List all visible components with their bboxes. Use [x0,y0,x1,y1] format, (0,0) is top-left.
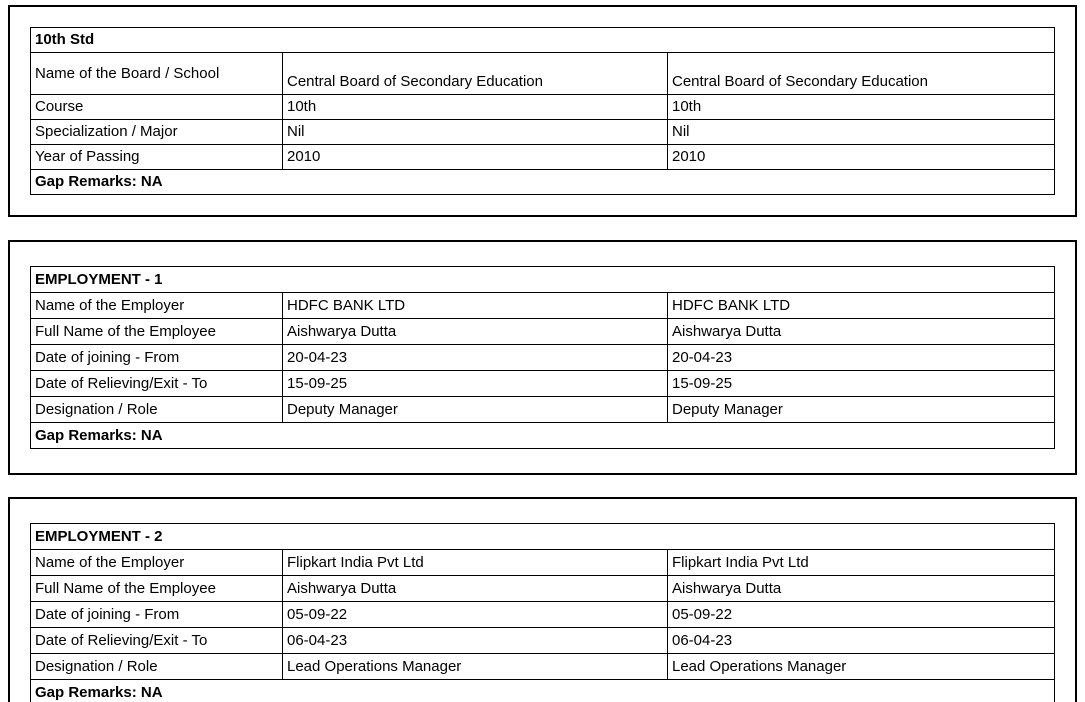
field-value: Aishwarya Dutta [666,318,1056,345]
table-row: Name of the Board / School Central Board… [30,52,1056,95]
gap-remarks: Gap Remarks: NA [29,679,1056,702]
field-value: 20-04-23 [666,344,1056,371]
table-header-row: EMPLOYMENT - 2 [29,523,1056,550]
field-value: Flipkart India Pvt Ltd [666,549,1056,576]
table-row: Date of joining - From 05-09-22 05-09-22 [30,601,1056,628]
table-row: Specialization / Major Nil Nil [30,119,1056,145]
table-row: Full Name of the Employee Aishwarya Dutt… [30,318,1056,345]
field-value: 05-09-22 [282,601,668,628]
field-value: 15-09-25 [282,370,668,397]
field-value: HDFC BANK LTD [666,292,1056,319]
field-value: 15-09-25 [666,370,1056,397]
gap-remarks: Gap Remarks: NA [29,169,1056,195]
field-value: Lead Operations Manager [666,653,1056,680]
employment-1-table: EMPLOYMENT - 1 Name of the Employer HDFC… [29,266,1056,449]
field-value: 10th [666,94,1056,120]
field-label: Full Name of the Employee [30,318,283,345]
section-title: EMPLOYMENT - 1 [29,266,1056,293]
field-value: Central Board of Secondary Education [666,52,1056,95]
table-row: Name of the Employer HDFC BANK LTD HDFC … [30,292,1056,319]
table-footer-row: Gap Remarks: NA [29,679,1056,702]
field-value: Aishwarya Dutta [282,318,668,345]
field-label: Name of the Employer [30,549,283,576]
field-value: 10th [282,94,668,120]
field-value: Aishwarya Dutta [282,575,668,602]
field-value: 2010 [282,144,668,170]
field-label: Date of Relieving/Exit - To [30,627,283,654]
table-row: Designation / Role Lead Operations Manag… [30,653,1056,680]
section-title: EMPLOYMENT - 2 [29,523,1056,550]
field-value: 06-04-23 [282,627,668,654]
field-label: Name of the Board / School [30,52,283,95]
field-label: Date of Relieving/Exit - To [30,370,283,397]
table-row: Name of the Employer Flipkart India Pvt … [30,549,1056,576]
section-employment-2: EMPLOYMENT - 2 Name of the Employer Flip… [8,497,1077,702]
table-row: Date of Relieving/Exit - To 06-04-23 06-… [30,627,1056,654]
education-table: 10th Std Name of the Board / School Cent… [29,27,1056,195]
field-value: 2010 [666,144,1056,170]
field-label: Year of Passing [30,144,283,170]
table-header-row: EMPLOYMENT - 1 [29,266,1056,293]
field-value: HDFC BANK LTD [282,292,668,319]
table-row: Designation / Role Deputy Manager Deputy… [30,396,1056,423]
field-value: Central Board of Secondary Education [282,52,668,95]
field-label: Date of joining - From [30,601,283,628]
section-employment-1: EMPLOYMENT - 1 Name of the Employer HDFC… [8,240,1077,475]
section-10th-std: 10th Std Name of the Board / School Cent… [8,5,1077,217]
field-label: Designation / Role [30,653,283,680]
table-row: Course 10th 10th [30,94,1056,120]
field-value: 06-04-23 [666,627,1056,654]
field-label: Specialization / Major [30,119,283,145]
table-row: Date of Relieving/Exit - To 15-09-25 15-… [30,370,1056,397]
field-label: Full Name of the Employee [30,575,283,602]
field-label: Designation / Role [30,396,283,423]
employment-2-table: EMPLOYMENT - 2 Name of the Employer Flip… [29,523,1056,702]
field-value: Flipkart India Pvt Ltd [282,549,668,576]
field-value: 05-09-22 [666,601,1056,628]
field-label: Name of the Employer [30,292,283,319]
table-footer-row: Gap Remarks: NA [29,422,1056,449]
gap-remarks: Gap Remarks: NA [29,422,1056,449]
field-value: Nil [282,119,668,145]
table-header-row: 10th Std [29,27,1056,53]
field-value: Deputy Manager [666,396,1056,423]
field-value: 20-04-23 [282,344,668,371]
section-title: 10th Std [29,27,1056,53]
field-label: Course [30,94,283,120]
table-row: Year of Passing 2010 2010 [30,144,1056,170]
field-value: Deputy Manager [282,396,668,423]
field-value: Lead Operations Manager [282,653,668,680]
field-value: Nil [666,119,1056,145]
table-row: Full Name of the Employee Aishwarya Dutt… [30,575,1056,602]
table-row: Date of joining - From 20-04-23 20-04-23 [30,344,1056,371]
field-label: Date of joining - From [30,344,283,371]
table-footer-row: Gap Remarks: NA [29,169,1056,195]
field-value: Aishwarya Dutta [666,575,1056,602]
